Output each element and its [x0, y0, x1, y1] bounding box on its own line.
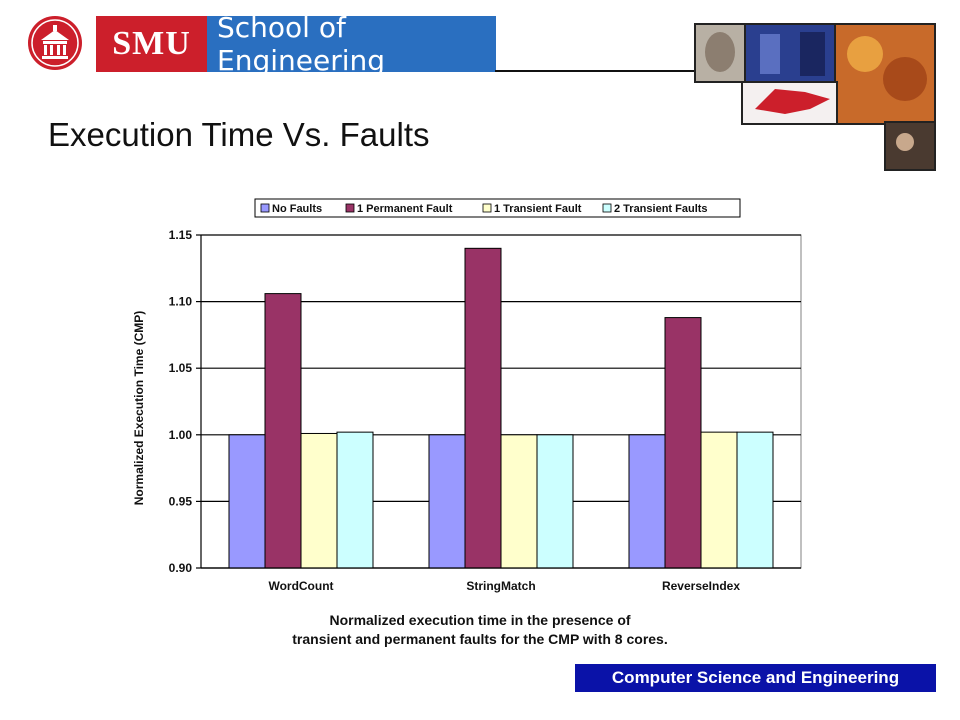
photo-collage: [694, 23, 936, 171]
bar: [464, 247, 502, 569]
y-tick-label: 1.00: [169, 428, 193, 442]
caption-line-2: transient and permanent faults for the C…: [292, 631, 668, 647]
x-tick-label: ReverseIndex: [662, 579, 740, 593]
smu-seal-logo: [28, 16, 82, 70]
bar: [500, 434, 538, 569]
y-tick-label: 1.05: [169, 361, 193, 375]
bar: [228, 434, 266, 569]
bar-chart: No Faults 1 Permanent Fault 1 Transient Fa…: [132, 198, 802, 593]
legend-label: 1 Permanent Fault: [357, 203, 453, 215]
bar: [264, 293, 302, 569]
legend-box: [254, 198, 741, 218]
y-tick-label: 0.95: [169, 494, 193, 508]
legend-swatch: [345, 203, 355, 213]
legend-swatch: [260, 203, 270, 213]
bar: [628, 434, 666, 569]
x-tick-label: StringMatch: [466, 579, 535, 593]
bar: [664, 317, 702, 569]
chart-legend: No Faults 1 Permanent Fault 1 Transient Fa…: [254, 198, 741, 218]
bar: [736, 431, 774, 569]
banner-school-text: School of Engineering: [207, 11, 496, 77]
caption-line-1: Normalized execution time in the presenc…: [329, 612, 631, 628]
bar: [300, 432, 338, 569]
bar: [700, 431, 738, 569]
y-tick-label: 1.10: [169, 295, 193, 309]
x-tick-label: WordCount: [268, 579, 333, 593]
header-divider: [495, 70, 695, 72]
chart-axes: 0.90 0.95 1.00 1.05 1.10 1.15 WordCount StringM…: [169, 228, 801, 593]
y-tick-label: 1.15: [169, 228, 193, 242]
legend-label: No Faults: [272, 203, 322, 215]
banner-smu-text: SMU: [96, 16, 207, 72]
slide-title: Execution Time Vs. Faults: [48, 116, 430, 153]
chart-caption: Normalized execution time in the presenc…: [270, 611, 690, 649]
legend-swatch: [482, 203, 492, 213]
chart-bars: [228, 247, 774, 569]
bar: [428, 434, 466, 569]
bar: [336, 431, 374, 569]
legend-label: 2 Transient Faults: [614, 203, 708, 215]
legend-swatch: [602, 203, 612, 213]
y-axis-label: Normalized Execution Time (CMP): [132, 311, 146, 505]
school-banner: SMU School of Engineering: [96, 11, 496, 77]
bar: [536, 434, 574, 569]
footer-department-bar: Computer Science and Engineering: [575, 664, 936, 692]
legend-label: 1 Transient Fault: [494, 203, 582, 215]
y-tick-label: 0.90: [169, 561, 193, 575]
